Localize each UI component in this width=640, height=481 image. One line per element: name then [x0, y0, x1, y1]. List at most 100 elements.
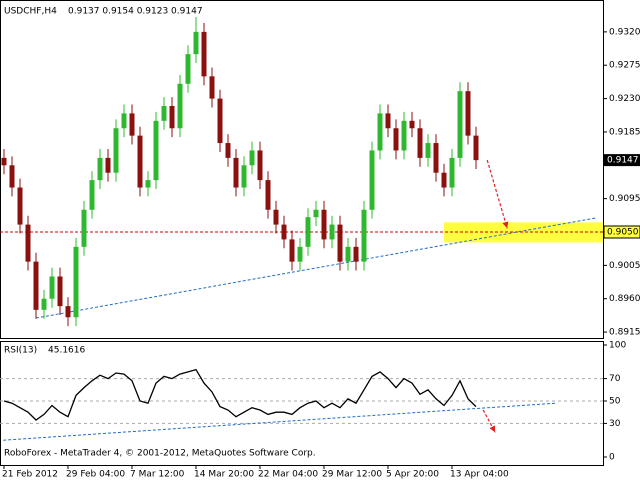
- candle-body: [209, 76, 215, 99]
- candle-body: [97, 157, 103, 181]
- candle-body: [169, 105, 175, 129]
- candle-body: [177, 83, 183, 129]
- candle-body: [321, 209, 327, 240]
- y-tick-label: 0.8915: [609, 328, 640, 338]
- candle-body: [257, 150, 263, 181]
- price-label: 0.9147: [607, 156, 639, 166]
- candle-body: [225, 143, 231, 158]
- main-pane: [0, 0, 604, 339]
- candle-body: [425, 143, 431, 158]
- trend-line: [3, 402, 556, 441]
- y-tick-label: 0.9005: [609, 261, 640, 271]
- y-tick-label: 0.9230: [609, 94, 640, 104]
- candle-body: [369, 150, 375, 210]
- candle-body: [201, 31, 207, 77]
- rsi-chart: [0, 368, 603, 441]
- candle-body: [401, 120, 407, 151]
- x-tick-label: 21 Feb 2012: [2, 470, 58, 480]
- y-tick-label: 0: [609, 453, 615, 463]
- candle-body: [33, 261, 39, 310]
- candle-body: [1, 157, 7, 166]
- candle-body: [9, 165, 15, 188]
- rsi-pane: [0, 341, 604, 466]
- candle-body: [457, 91, 463, 158]
- candle-body: [473, 135, 479, 161]
- y-tick-label: 0.9320: [609, 27, 640, 37]
- candle-body: [377, 113, 383, 151]
- candle-body: [441, 172, 447, 188]
- candle-body: [385, 113, 391, 129]
- candle-body: [305, 217, 311, 247]
- x-tick-label: 13 Apr 04:00: [450, 470, 509, 480]
- candle-body: [57, 276, 63, 307]
- level-label-box: [603, 225, 640, 239]
- candle-body: [465, 91, 471, 136]
- candle-body: [409, 120, 415, 129]
- chart-title: USDCHF,H4: [4, 7, 57, 17]
- y-tick-label: 100: [609, 341, 626, 351]
- candle-body: [393, 128, 399, 151]
- candle-body: [265, 180, 271, 210]
- candle-body: [241, 165, 247, 188]
- rsi-line: [3, 368, 477, 421]
- candle-body: [345, 246, 351, 262]
- candle-body: [161, 105, 167, 121]
- candle-body: [137, 135, 143, 188]
- footer: RoboForex - MetaTrader 4, © 2001-2012, M…: [4, 449, 316, 459]
- candle-body: [89, 180, 95, 210]
- forecast-arrowhead: [502, 221, 509, 229]
- candle-body: [281, 224, 287, 240]
- price-chart: [0, 17, 603, 327]
- x-tick-label: 14 Mar 20:00: [194, 470, 254, 480]
- price-label-box: [604, 154, 640, 167]
- candle-body: [129, 113, 135, 136]
- y-tick-label: 30: [609, 419, 621, 429]
- y-tick-label: 50: [609, 397, 621, 407]
- candle-body: [73, 246, 79, 318]
- candle-body: [337, 224, 343, 262]
- candle-body: [233, 157, 239, 188]
- y-tick-label: 0.9095: [609, 194, 640, 204]
- candle-body: [25, 224, 31, 262]
- candle-body: [417, 128, 423, 158]
- candle-body: [297, 246, 303, 262]
- candle-body: [313, 209, 319, 218]
- candle-body: [449, 157, 455, 188]
- y-tick-label: 0.9275: [609, 61, 640, 71]
- candle-body: [65, 306, 71, 318]
- candle-body: [121, 113, 127, 129]
- labels: 0.9320 0.9275 0.9230 0.9185 0.9095 0.9005 0.89…: [2, 7, 640, 480]
- x-tick-label: 22 Mar 04:00: [258, 470, 318, 480]
- candle-body: [193, 31, 199, 55]
- candle-body: [145, 180, 151, 188]
- candle-body: [185, 54, 191, 84]
- indicator-title: RSI(13): [4, 346, 37, 356]
- candle-body: [81, 209, 87, 247]
- candle-body: [49, 276, 55, 299]
- candle-body: [217, 98, 223, 144]
- forecast-arrow: [486, 159, 508, 229]
- indicator-value: 45.1616: [48, 346, 85, 356]
- target-zone: [444, 222, 603, 243]
- forecast-arrowhead: [489, 425, 496, 433]
- level-label: 0.9050: [607, 228, 639, 238]
- y-tick-label: 0.9185: [609, 127, 640, 137]
- candle-body: [273, 209, 279, 225]
- candle-body: [17, 187, 23, 225]
- candle-body: [105, 157, 111, 173]
- x-tick-label: 5 Apr 20:00: [386, 470, 439, 480]
- candle-body: [361, 209, 367, 262]
- x-tick-label: 29 Feb 04:00: [66, 470, 125, 480]
- y-tick-label: 0.8960: [609, 294, 640, 304]
- candle-body: [41, 298, 47, 310]
- candle-body: [153, 120, 159, 181]
- candle-body: [353, 246, 359, 262]
- candle-body: [249, 150, 255, 166]
- x-tick-label: 29 Mar 12:00: [322, 470, 382, 480]
- candle-body: [329, 224, 335, 240]
- candle-body: [433, 143, 439, 173]
- y-tick-label: 70: [609, 374, 621, 384]
- candle-body: [289, 239, 295, 262]
- ohlc-readout: 0.9137 0.9154 0.9123 0.9147: [68, 7, 203, 17]
